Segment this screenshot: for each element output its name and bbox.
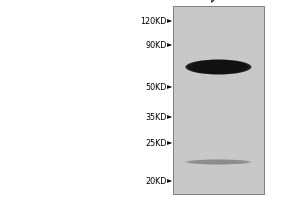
- Ellipse shape: [188, 60, 249, 74]
- Ellipse shape: [188, 160, 249, 164]
- Ellipse shape: [205, 62, 232, 72]
- Text: 20KD: 20KD: [145, 176, 166, 186]
- Ellipse shape: [196, 160, 241, 164]
- Ellipse shape: [201, 62, 236, 72]
- Ellipse shape: [185, 60, 251, 74]
- Text: 120KD: 120KD: [140, 17, 166, 25]
- Ellipse shape: [185, 160, 251, 164]
- Ellipse shape: [193, 160, 244, 164]
- Ellipse shape: [199, 62, 238, 72]
- Ellipse shape: [191, 160, 246, 164]
- Bar: [172, 6, 264, 194]
- Text: 50KD: 50KD: [145, 83, 166, 92]
- Text: 25KD: 25KD: [145, 138, 167, 148]
- Ellipse shape: [193, 61, 244, 73]
- Ellipse shape: [195, 61, 242, 73]
- Ellipse shape: [189, 60, 248, 74]
- Text: 35KD: 35KD: [145, 112, 166, 121]
- Ellipse shape: [191, 60, 245, 74]
- Text: 293: 293: [206, 0, 226, 5]
- Ellipse shape: [197, 61, 239, 73]
- Ellipse shape: [203, 62, 234, 72]
- Text: 90KD: 90KD: [145, 40, 166, 49]
